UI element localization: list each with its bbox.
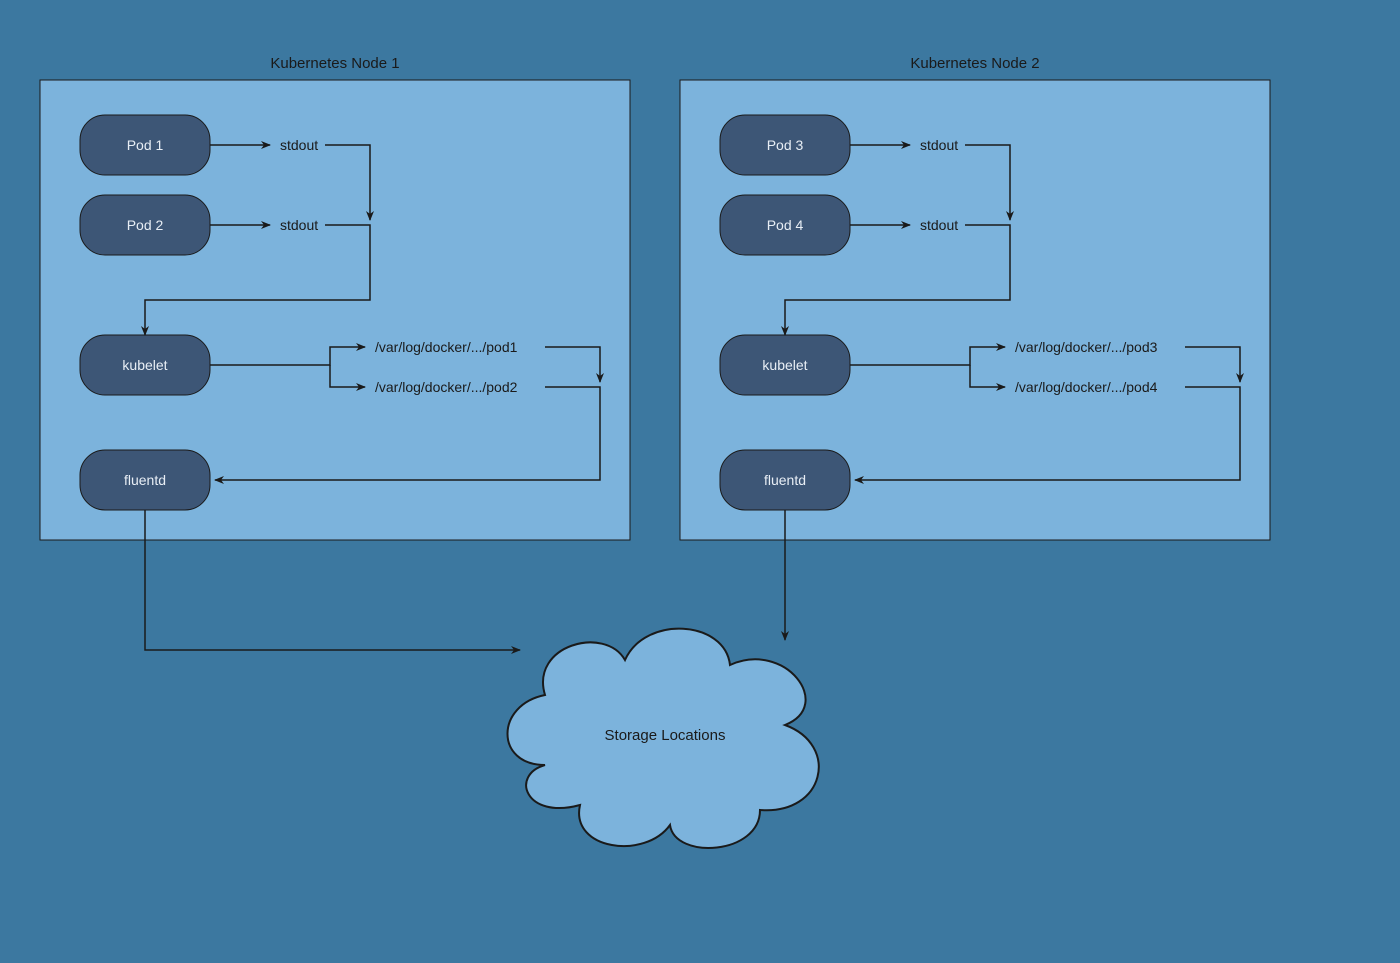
node2: Kubernetes Node 2 Pod 3 Pod 4 kubelet fluent… [680, 55, 1270, 540]
pod3: Pod 3 [720, 115, 850, 175]
log1a: /var/log/docker/.../pod1 [375, 339, 518, 355]
stdout2b: stdout [920, 217, 958, 233]
pod1-label: Pod 1 [127, 137, 164, 153]
node2-title: Kubernetes Node 2 [910, 55, 1039, 72]
stdout2a: stdout [920, 137, 958, 153]
log2b: /var/log/docker/.../pod4 [1015, 379, 1158, 395]
storage-cloud-label: Storage Locations [605, 727, 726, 744]
log1b: /var/log/docker/.../pod2 [375, 379, 518, 395]
fluentd2-label: fluentd [764, 472, 806, 488]
pod2: Pod 2 [80, 195, 210, 255]
pod1: Pod 1 [80, 115, 210, 175]
kubernetes-logging-diagram: Kubernetes Node 1 Pod 1 Pod 2 kubelet fluent… [0, 0, 1400, 963]
fluentd2: fluentd [720, 450, 850, 510]
fluentd1: fluentd [80, 450, 210, 510]
fluentd1-label: fluentd [124, 472, 166, 488]
pod4: Pod 4 [720, 195, 850, 255]
kubelet2-label: kubelet [762, 357, 807, 373]
pod3-label: Pod 3 [767, 137, 804, 153]
node1-title: Kubernetes Node 1 [270, 55, 399, 72]
stdout1a: stdout [280, 137, 318, 153]
kubelet1: kubelet [80, 335, 210, 395]
pod2-label: Pod 2 [127, 217, 164, 233]
stdout1b: stdout [280, 217, 318, 233]
node1: Kubernetes Node 1 Pod 1 Pod 2 kubelet fluent… [40, 55, 630, 540]
kubelet2: kubelet [720, 335, 850, 395]
pod4-label: Pod 4 [767, 217, 804, 233]
log2a: /var/log/docker/.../pod3 [1015, 339, 1158, 355]
kubelet1-label: kubelet [122, 357, 167, 373]
